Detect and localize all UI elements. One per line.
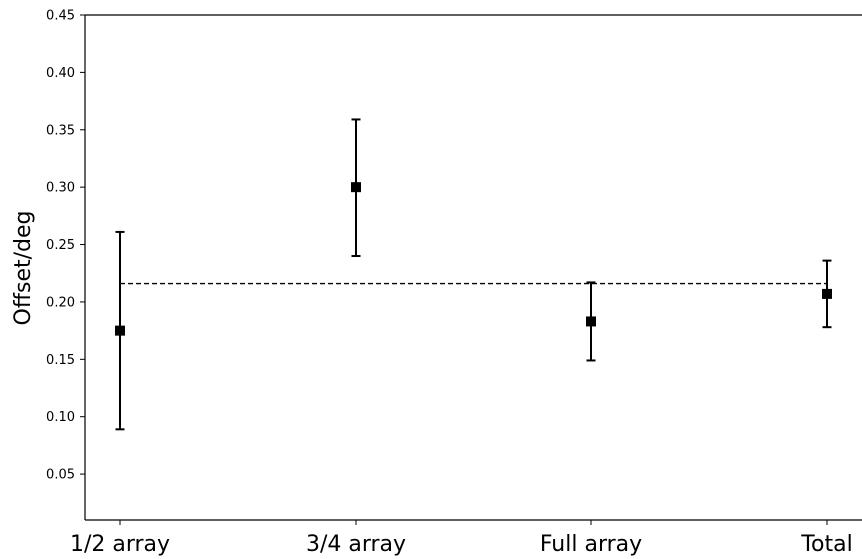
data-point [351, 182, 361, 193]
x-tick-label: Full array [540, 532, 642, 557]
plot-area [84, 14, 862, 521]
x-tick-label: 3/4 array [306, 532, 406, 557]
y-tick-label: 0.15 [46, 353, 75, 368]
data-point [822, 288, 832, 299]
y-tick-label: 0.45 [46, 9, 75, 24]
data-series [115, 118, 832, 431]
data-point [586, 316, 596, 327]
y-tick-label: 0.05 [46, 468, 75, 483]
y-axis: 0.05 0.10 0.15 0.20 0.25 0.30 0.35 0.40 0.45 [46, 9, 85, 483]
y-tick-label: 0.30 [46, 181, 75, 196]
y-tick-label: 0.20 [46, 295, 75, 310]
y-tick-label: 0.25 [46, 238, 75, 253]
x-tick-label: Total [800, 532, 852, 557]
y-tick-label: 0.10 [46, 410, 75, 425]
y-tick-label: 0.40 [46, 66, 75, 81]
data-point [115, 325, 125, 336]
x-tick-label: 1/2 array [70, 532, 170, 557]
x-axis: 1/2 array 3/4 array Full array Total [70, 520, 853, 557]
y-axis-label: Offset/deg [11, 211, 36, 326]
y-tick-label: 0.35 [46, 123, 75, 138]
